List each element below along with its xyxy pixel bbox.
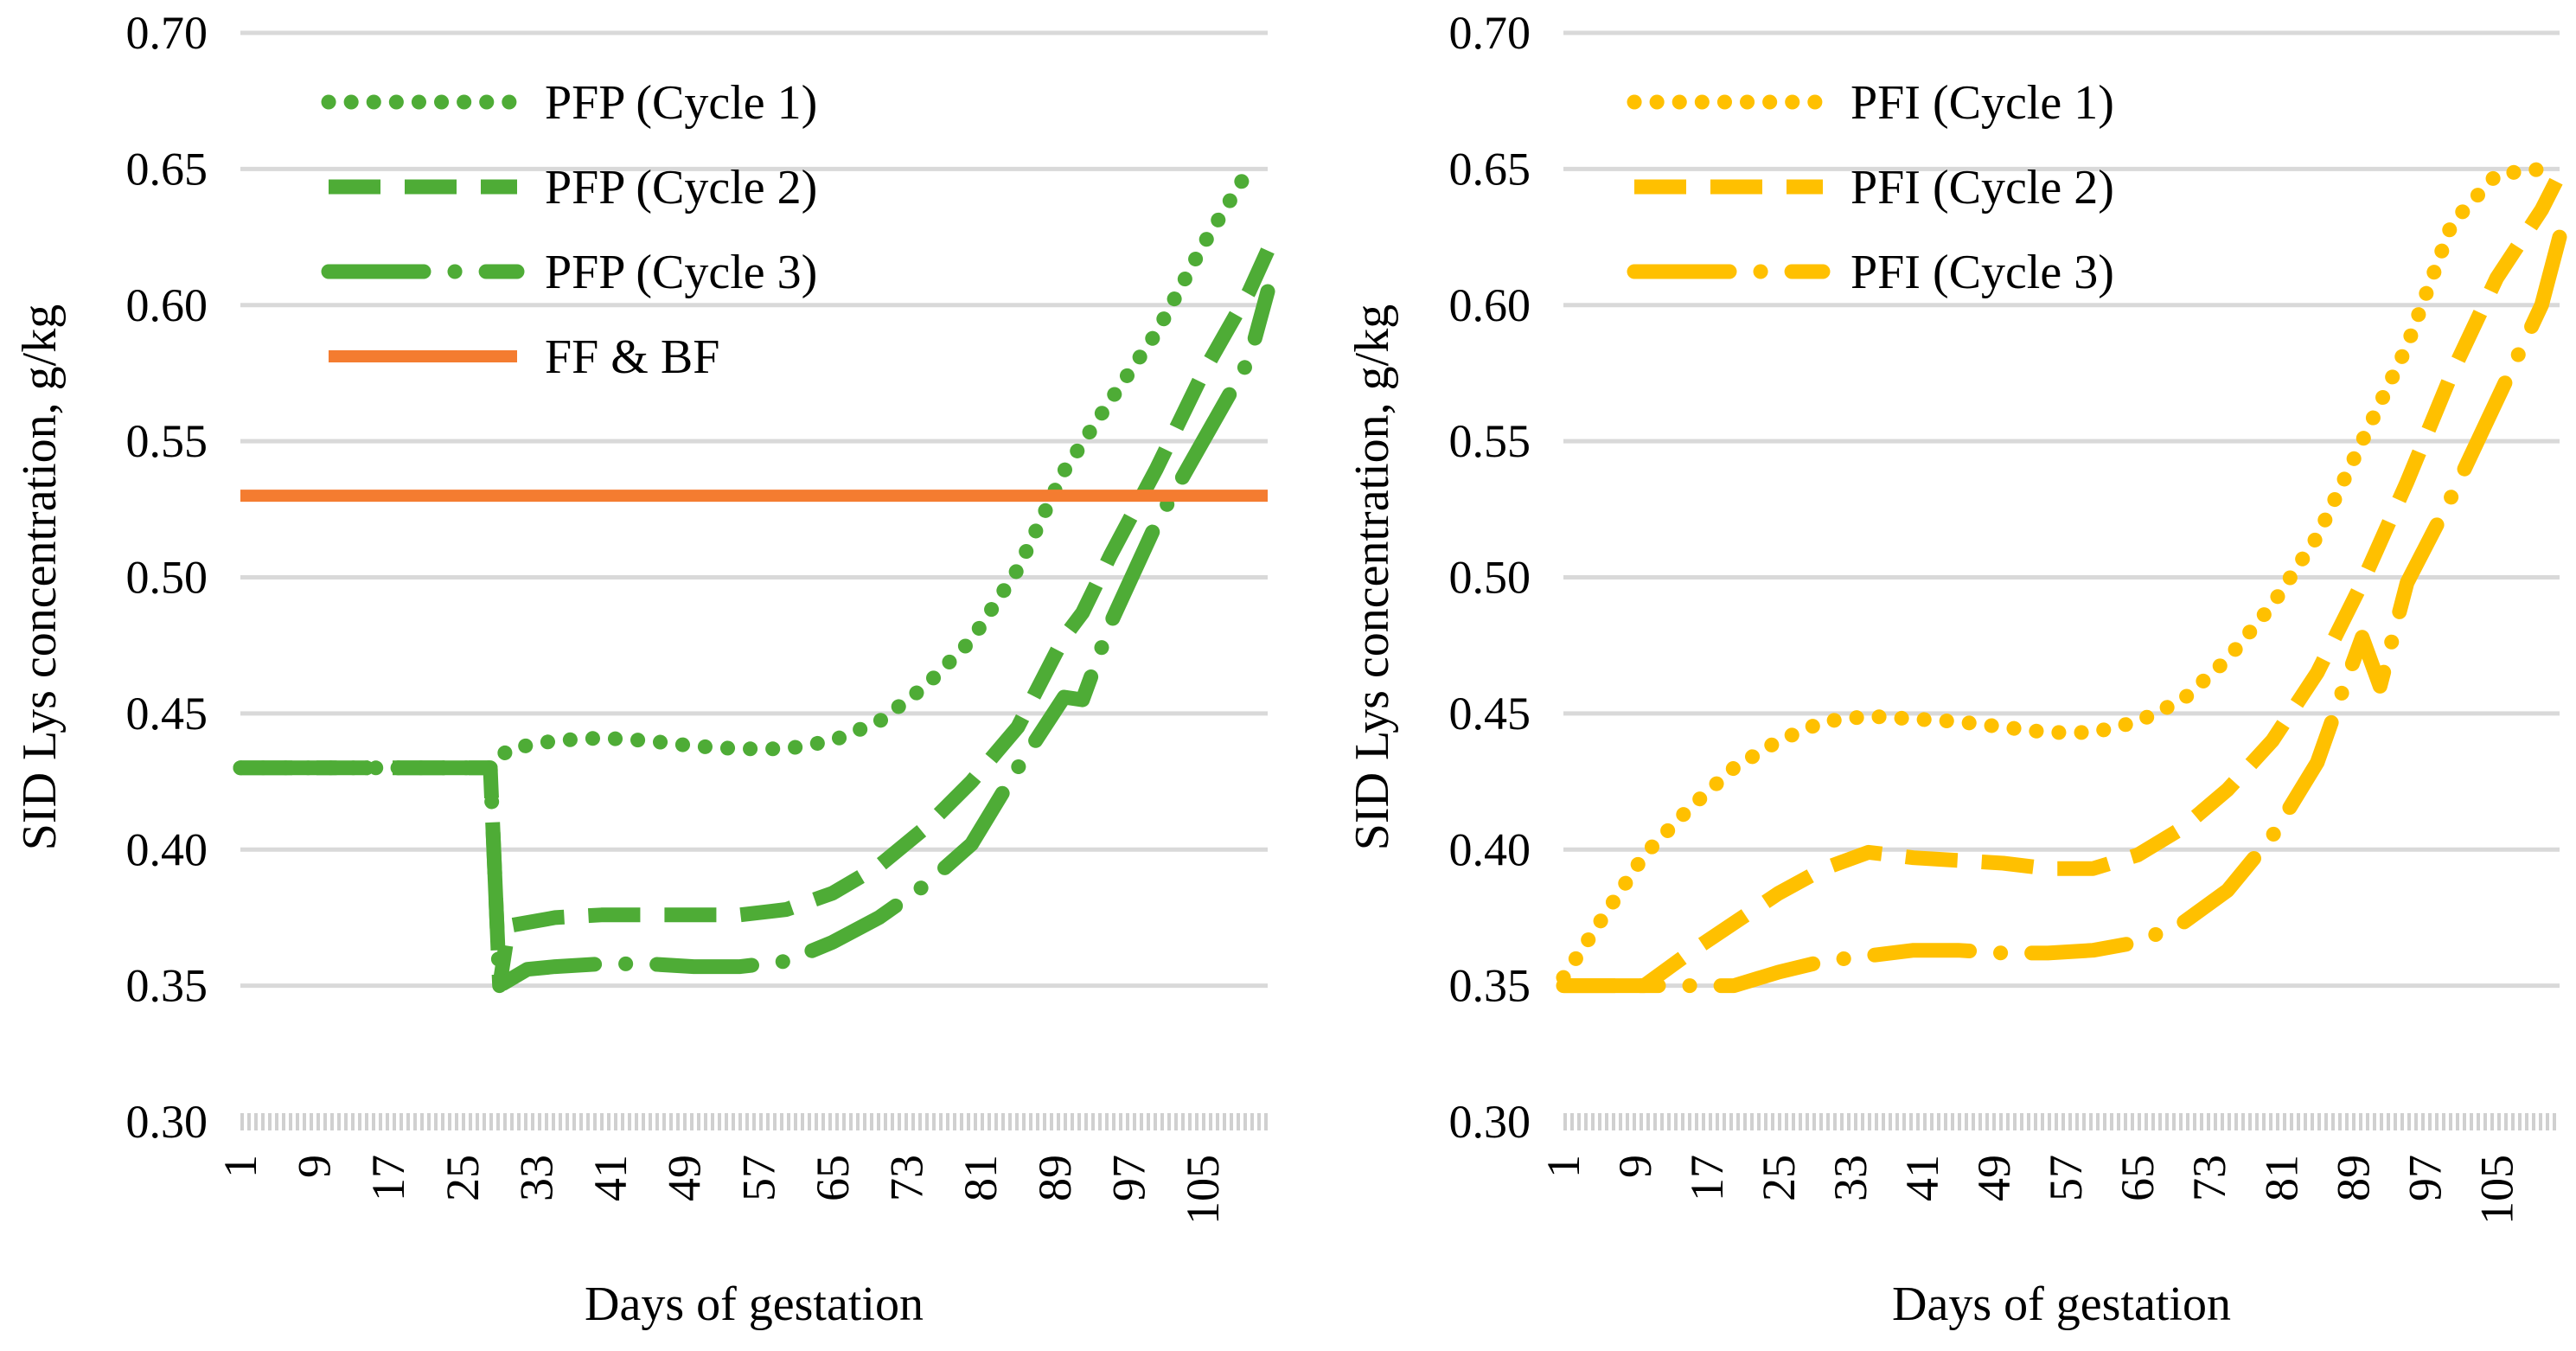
legend-label-3: PFI (Cycle 3) bbox=[1851, 246, 2114, 299]
y-tick-label: 0.65 bbox=[126, 143, 208, 195]
x-tick-label: 17 bbox=[1681, 1155, 1733, 1201]
y-tick-label: 0.70 bbox=[1449, 7, 1531, 59]
x-tick-label: 41 bbox=[585, 1155, 636, 1201]
x-tick-label: 25 bbox=[437, 1155, 489, 1201]
x-tick-label: 97 bbox=[2399, 1155, 2451, 1201]
series-line-1 bbox=[1556, 161, 2549, 985]
series-line-3 bbox=[1556, 229, 2567, 994]
x-tick-label: 33 bbox=[510, 1155, 562, 1201]
x-tick-label: 9 bbox=[1609, 1155, 1661, 1178]
y-tick-label: 0.30 bbox=[126, 1096, 208, 1148]
legend-label-4: FF & BF bbox=[545, 330, 719, 384]
y-tick-label: 0.45 bbox=[1449, 688, 1531, 740]
y-tick-label: 0.55 bbox=[1449, 415, 1531, 467]
series-line-2 bbox=[240, 247, 1275, 994]
series-line-1 bbox=[233, 161, 1257, 776]
y-tick-label: 0.60 bbox=[1449, 279, 1531, 331]
y-tick-label: 0.70 bbox=[126, 7, 208, 59]
x-tick-label: 9 bbox=[289, 1155, 341, 1178]
legend-label-2: PFP (Cycle 2) bbox=[545, 161, 817, 214]
x-tick-label: 89 bbox=[1029, 1155, 1081, 1201]
x-tick-label: 41 bbox=[1896, 1155, 1948, 1201]
y-tick-label: 0.35 bbox=[1449, 960, 1531, 1012]
legend-label-3: PFP (Cycle 3) bbox=[545, 246, 817, 299]
x-axis-title: Days of gestation bbox=[1892, 1277, 2231, 1331]
legend-label-1: PFI (Cycle 1) bbox=[1851, 76, 2114, 130]
x-tick-label: 25 bbox=[1753, 1155, 1805, 1201]
x-tick-label: 73 bbox=[2183, 1155, 2235, 1201]
x-axis-title: Days of gestation bbox=[585, 1277, 924, 1331]
legend-label-1: PFP (Cycle 1) bbox=[545, 76, 817, 130]
y-tick-label: 0.45 bbox=[126, 688, 208, 740]
x-tick-label: 57 bbox=[732, 1155, 784, 1201]
x-tick-label: 17 bbox=[362, 1155, 414, 1201]
y-tick-label: 0.50 bbox=[126, 552, 208, 604]
y-tick-label: 0.65 bbox=[1449, 143, 1531, 195]
x-tick-label: 81 bbox=[2255, 1155, 2307, 1201]
x-tick-label: 89 bbox=[2327, 1155, 2379, 1201]
x-tick-label: 1 bbox=[214, 1155, 266, 1178]
y-tick-label: 0.35 bbox=[126, 960, 208, 1012]
x-tick-label: 97 bbox=[1103, 1155, 1154, 1201]
x-tick-label: 73 bbox=[881, 1155, 933, 1201]
x-tick-label: 33 bbox=[1825, 1155, 1876, 1201]
y-tick-label: 0.60 bbox=[126, 279, 208, 331]
y-tick-label: 0.40 bbox=[126, 823, 208, 875]
y-axis-title: SID Lys concentration, g/kg bbox=[1346, 304, 1399, 850]
legend-label-2: PFI (Cycle 2) bbox=[1851, 161, 2114, 214]
y-tick-label: 0.50 bbox=[1449, 552, 1531, 604]
x-tick-label: 105 bbox=[1177, 1155, 1229, 1225]
chart-panel-pfp: 0.30 0.35 0.40 0.45 0.50 0.55 0.60 0.65 0.70 1 9 17… bbox=[13, 7, 1275, 1331]
chart-panel-pfi: 0.30 0.35 0.40 0.45 0.50 0.55 0.60 0.65 0.70 1 9 17… bbox=[1346, 7, 2567, 1331]
y-tick-label: 0.30 bbox=[1449, 1096, 1531, 1148]
y-axis-title: SID Lys concentration, g/kg bbox=[13, 304, 67, 850]
series-line-2 bbox=[1563, 170, 2566, 994]
x-tick-label: 1 bbox=[1537, 1155, 1589, 1178]
x-tick-label: 65 bbox=[2112, 1155, 2164, 1201]
x-tick-label: 105 bbox=[2471, 1155, 2522, 1225]
series-line-3 bbox=[233, 284, 1275, 994]
x-tick-label: 57 bbox=[2040, 1155, 2092, 1201]
x-tick-label: 81 bbox=[955, 1155, 1007, 1201]
y-tick-label: 0.40 bbox=[1449, 823, 1531, 875]
y-tick-label: 0.55 bbox=[126, 415, 208, 467]
x-tick-label: 49 bbox=[659, 1155, 711, 1201]
x-tick-label: 65 bbox=[807, 1155, 859, 1201]
x-tick-label: 49 bbox=[1968, 1155, 2020, 1201]
